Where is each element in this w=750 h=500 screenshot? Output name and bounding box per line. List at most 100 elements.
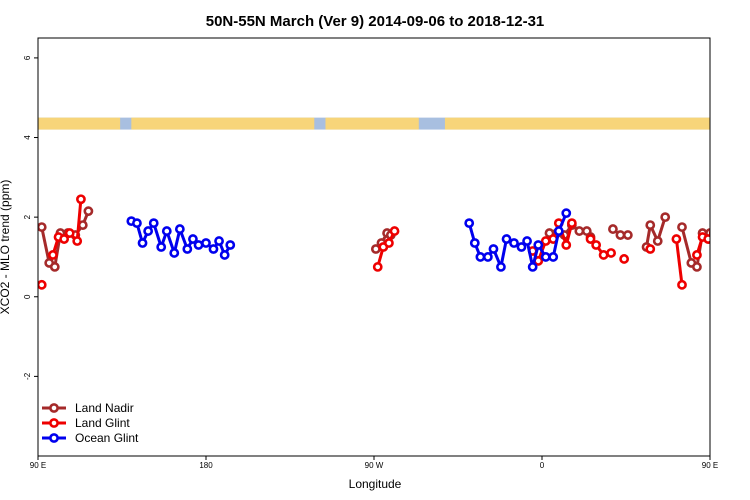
data-point (677, 222, 687, 232)
data-point (615, 230, 626, 240)
data-point (645, 244, 656, 254)
data-point (174, 224, 185, 234)
y-axis: -2 0 2 4 6 (23, 55, 38, 380)
data-point (193, 240, 204, 250)
data-point (214, 236, 224, 246)
data-point (482, 252, 493, 262)
data-point (38, 279, 47, 290)
data-point (660, 212, 671, 223)
legend-marker (49, 433, 59, 443)
data-point (540, 252, 551, 262)
data-point (208, 244, 219, 254)
series-line (674, 238, 684, 285)
y-tick-label: 4 (23, 135, 32, 140)
data-point (132, 218, 142, 229)
series-line (738, 221, 750, 253)
data-point (496, 262, 506, 272)
y-tick-label: 6 (23, 55, 32, 60)
data-point (652, 236, 663, 246)
land-segment (325, 117, 419, 130)
data-point (714, 231, 721, 238)
data-point (516, 242, 527, 252)
data-point (598, 250, 609, 260)
data-point (561, 208, 572, 219)
data-point (740, 220, 747, 227)
data-point (49, 262, 60, 272)
land-ocean-mask (38, 117, 710, 130)
data-point (533, 240, 544, 250)
data-point (72, 236, 83, 246)
data-point (169, 248, 180, 258)
x-tick-label: 90 W (365, 461, 384, 470)
x-axis: 90 E 180 90 W 0 90 E (30, 456, 718, 470)
data-point (522, 236, 532, 246)
data-point (161, 226, 172, 236)
data-point (692, 262, 702, 272)
data-point (156, 242, 167, 252)
data-point (182, 244, 193, 254)
data-point (469, 238, 480, 248)
data-point (188, 234, 198, 244)
data-point (553, 226, 564, 236)
legend-label: Land Glint (75, 416, 130, 430)
legend-label: Ocean Glint (75, 431, 139, 445)
data-point (76, 194, 86, 205)
data-point (219, 250, 230, 260)
data-point (527, 262, 538, 272)
data-point (488, 244, 499, 254)
x-axis-label: Longitude (349, 477, 402, 491)
data-point (464, 218, 475, 229)
legend-entry: Land Nadir (42, 401, 134, 415)
series-ocean-glint (126, 208, 750, 272)
data-point (48, 250, 58, 260)
data-point (372, 262, 383, 272)
chart-title: 50N-55N March (Ver 9) 2014-09-06 to 2018… (206, 13, 545, 30)
x-tick-label: 180 (199, 461, 213, 470)
data-point (734, 218, 741, 225)
data-point (721, 222, 728, 229)
data-point (585, 234, 596, 244)
y-axis-label: XCO2 - MLO trend (ppm) (0, 180, 12, 315)
data-point (574, 226, 585, 236)
data-point (501, 234, 512, 244)
legend-label: Land Nadir (75, 401, 134, 415)
data-point (148, 218, 159, 229)
y-tick-label: 0 (23, 294, 32, 299)
data-point (703, 234, 710, 244)
land-segment (38, 117, 121, 130)
data-point (608, 224, 618, 234)
data-point (671, 234, 682, 244)
data-point (677, 279, 687, 290)
legend-marker (49, 418, 59, 428)
data-point (475, 252, 486, 262)
data-point (619, 254, 630, 264)
land-segment (131, 117, 315, 130)
data-point (746, 239, 750, 246)
data-point (606, 248, 616, 258)
data-series (38, 194, 750, 290)
data-point (38, 222, 47, 232)
data-point (622, 230, 633, 240)
data-point (721, 196, 728, 203)
data-point (509, 238, 519, 248)
data-point (384, 238, 394, 248)
data-point (137, 238, 148, 248)
y-tick-label: 2 (23, 214, 32, 219)
data-point (225, 240, 236, 250)
legend-entry: Land Glint (42, 416, 130, 430)
data-point (566, 218, 577, 229)
data-point (561, 240, 572, 250)
land-segment (444, 117, 710, 130)
x-tick-label: 90 E (30, 461, 46, 470)
data-point (201, 238, 211, 248)
data-point (540, 236, 551, 246)
x-tick-label: 0 (540, 461, 545, 470)
data-point (64, 228, 75, 238)
legend-entry: Ocean Glint (42, 431, 139, 445)
y-tick-label: -2 (23, 372, 32, 380)
x-tick-label: 90 E (702, 461, 718, 470)
data-point (718, 237, 725, 244)
data-point (548, 252, 559, 262)
